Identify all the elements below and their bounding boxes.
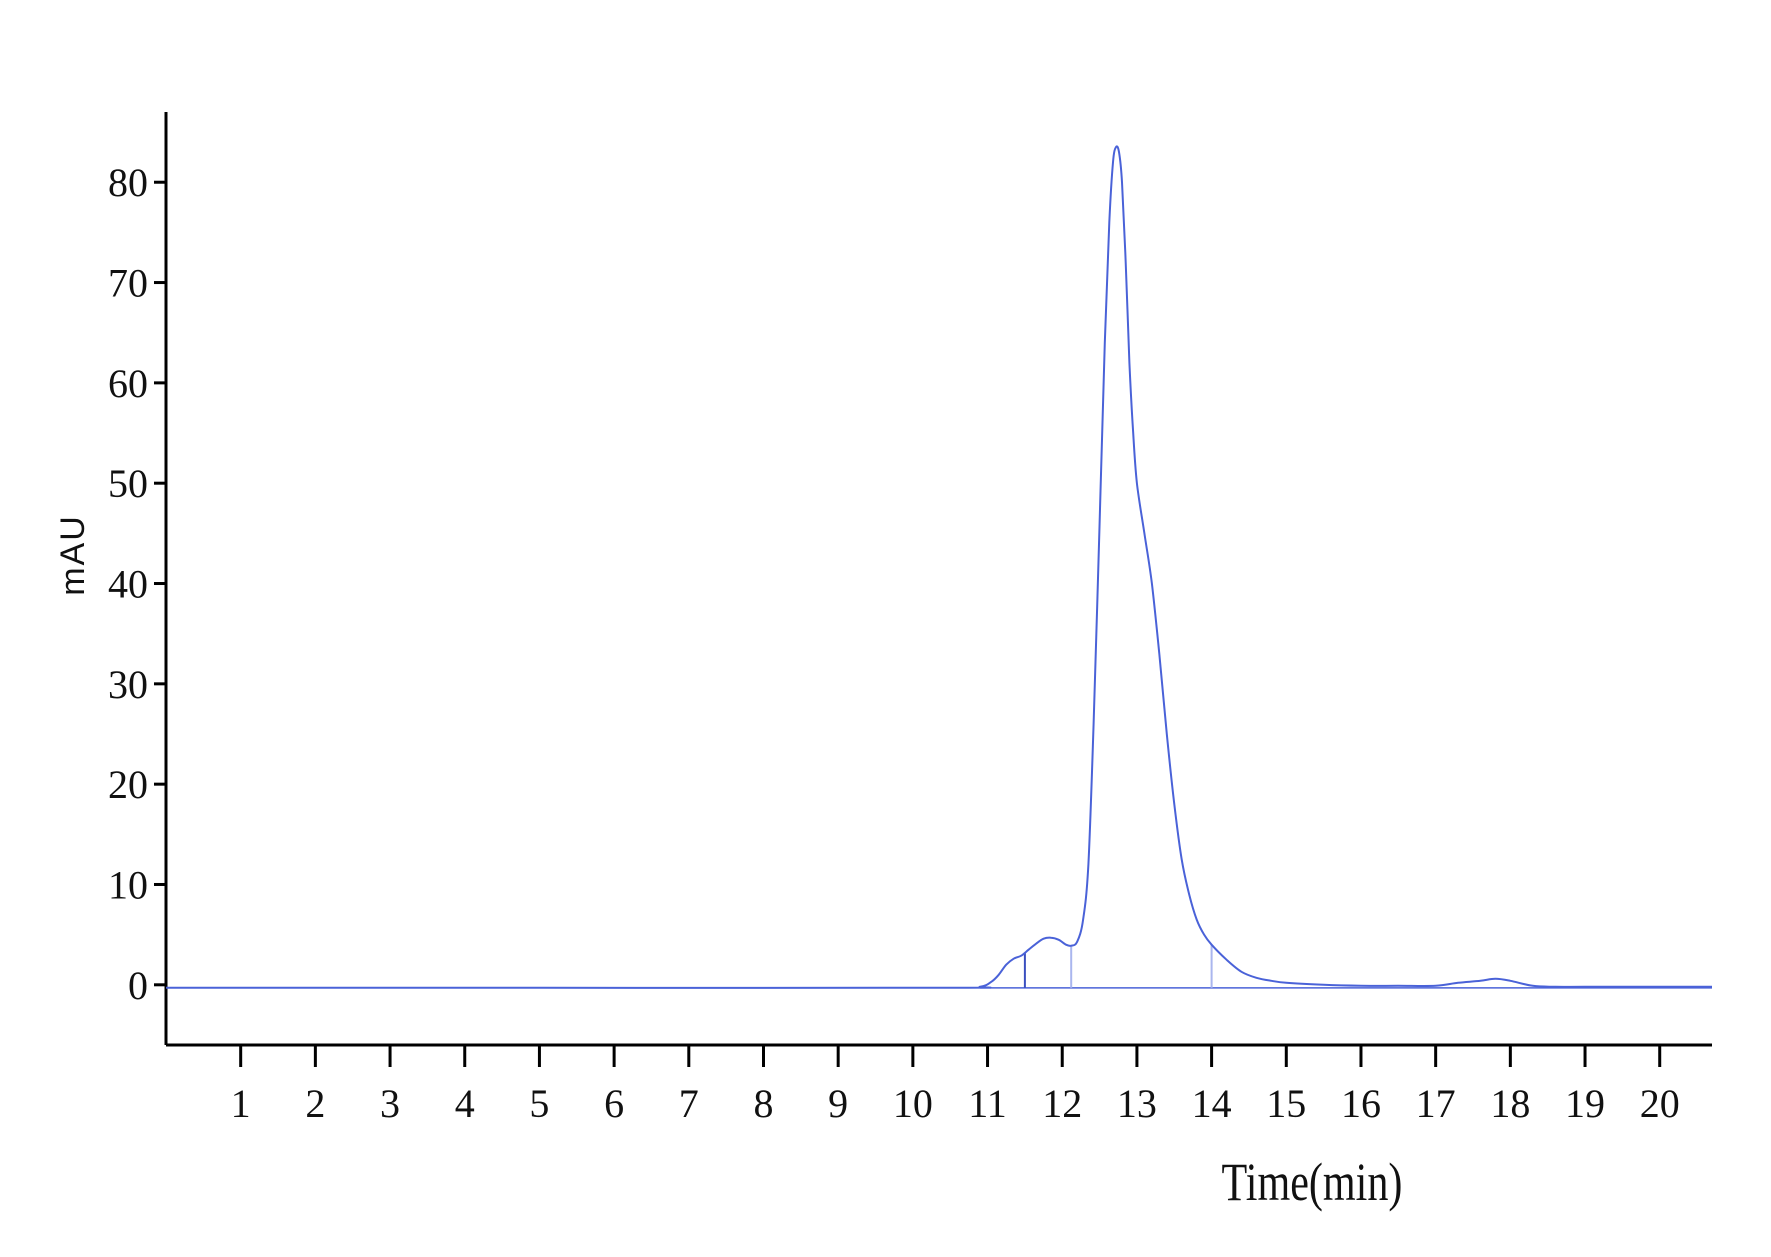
y-axis-label: mAU <box>54 514 92 596</box>
x-tick-label: 18 <box>1490 1081 1530 1126</box>
chromatogram-trace <box>166 145 1712 989</box>
x-tick-label: 6 <box>604 1081 624 1126</box>
y-tick-label: 40 <box>108 562 148 607</box>
y-tick-label: 30 <box>108 662 148 707</box>
y-tick-label: 10 <box>108 862 148 907</box>
y-tick-label: 50 <box>108 461 148 506</box>
x-tick-label: 19 <box>1565 1081 1605 1126</box>
x-tick-label: 16 <box>1341 1081 1381 1126</box>
x-tick-label: 15 <box>1266 1081 1306 1126</box>
x-tick-label: 20 <box>1640 1081 1680 1126</box>
x-tick-label: 17 <box>1416 1081 1456 1126</box>
y-tick-label: 60 <box>108 361 148 406</box>
x-tick-label: 8 <box>753 1081 773 1126</box>
x-tick-label: 5 <box>529 1081 549 1126</box>
x-tick-label: 7 <box>679 1081 699 1126</box>
axes <box>154 112 1712 1067</box>
x-tick-label: 2 <box>305 1081 325 1126</box>
x-tick-label: 13 <box>1117 1081 1157 1126</box>
y-tick-label: 80 <box>108 160 148 205</box>
x-tick-label: 10 <box>893 1081 933 1126</box>
x-tick-label: 14 <box>1192 1081 1232 1126</box>
y-tick-label: 0 <box>128 963 148 1008</box>
x-axis-label: Time(min) <box>1222 1153 1403 1212</box>
x-tick-label: 12 <box>1042 1081 1082 1126</box>
y-tick-label: 70 <box>108 261 148 306</box>
y-tick-label: 20 <box>108 762 148 807</box>
x-tick-label: 11 <box>968 1081 1007 1126</box>
x-tick-label: 3 <box>380 1081 400 1126</box>
peak-markers <box>980 944 1712 989</box>
x-tick-label: 4 <box>455 1081 475 1126</box>
x-tick-label: 1 <box>231 1081 251 1126</box>
x-tick-label: 9 <box>828 1081 848 1126</box>
